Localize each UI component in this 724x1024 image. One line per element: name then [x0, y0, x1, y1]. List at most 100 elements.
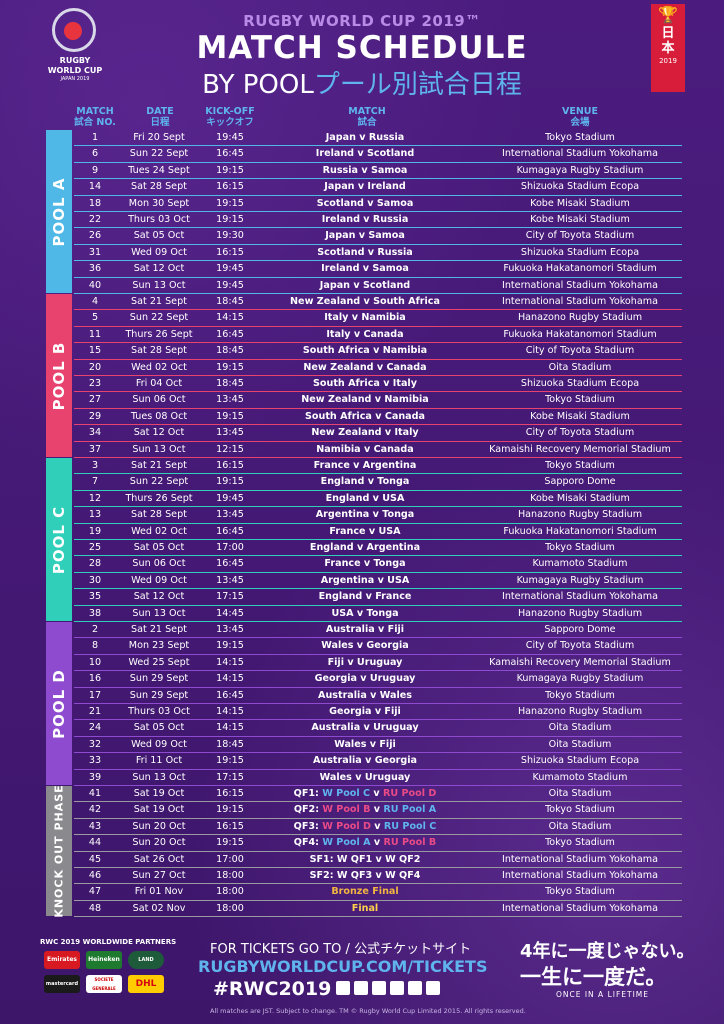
match-fixture: Argentina v Tonga	[315, 509, 415, 521]
kickoff-time: 19:15	[216, 164, 244, 176]
snapchat-icon[interactable]	[408, 981, 422, 995]
match-date: Sat 21 Sept	[131, 460, 187, 471]
match-date: Sat 21 Sept	[131, 296, 187, 307]
pool-label-pool-b: POOL B	[46, 294, 72, 457]
kickoff-time: 18:45	[216, 738, 244, 750]
instagram-icon[interactable]	[390, 981, 404, 995]
kickoff-time: 19:15	[216, 755, 244, 767]
match-fixture: Australia v Georgia	[312, 755, 418, 767]
table-row: 14 Sat 28 Sept 16:15 Japan v Ireland Shizuok…	[74, 179, 682, 196]
match-number: 21	[88, 706, 102, 717]
match-number: 41	[88, 788, 102, 799]
tickets-label: FOR TICKETS GO TO / 公式チケットサイト	[210, 942, 472, 957]
kickoff-time: 13:45	[216, 427, 244, 439]
match-number: 3	[91, 460, 99, 471]
match-number: 35	[88, 591, 102, 603]
tickets-url-link[interactable]: RUGBYWORLDCUP.COM/TICKETS	[198, 957, 488, 976]
kickoff-time: 17:00	[216, 542, 244, 553]
kickoff-time: 16:15	[216, 460, 244, 471]
fixture-part: RU Pool B	[383, 837, 437, 849]
match-number: 38	[88, 607, 102, 619]
fixture-part: W Pool A	[322, 837, 371, 849]
match-date: Sat 28 Sept	[131, 345, 187, 357]
table-row: 19 Wed 02 Oct 16:45 France v USA Fukuoka Hak…	[74, 524, 682, 540]
fixture-part: SF2: W QF3 v W QF4	[309, 870, 421, 881]
match-venue: Kobe Misaki Stadium	[530, 197, 630, 209]
match-date: Sun 22 Sept	[129, 312, 189, 324]
table-row: 9 Tues 24 Sept 19:15 Russia v Samoa Kumagaya…	[74, 163, 682, 180]
pool-label-pool-d: POOL D	[46, 622, 72, 785]
match-fixture: Italy v Canada	[326, 328, 404, 340]
table-row: 26 Sat 05 Oct 19:30 Japan v Samoa City of To…	[74, 228, 682, 245]
kickoff-time: 16:45	[216, 689, 244, 701]
weibo-icon[interactable]	[426, 981, 440, 995]
match-fixture: New Zealand v Namibia	[301, 394, 429, 406]
match-venue: Tokyo Stadium	[545, 394, 615, 406]
table-row: 44 Sun 20 Oct 19:15 QF4: W Pool A v RU Pool…	[74, 835, 682, 852]
youtube-icon[interactable]	[372, 981, 386, 995]
kickoff-time: 19:15	[216, 837, 244, 849]
match-fixture: QF4: W Pool A v RU Pool B	[260, 835, 470, 850]
match-date: Sat 26 Oct	[133, 853, 185, 865]
match-fixture: Fiji v Uruguay	[327, 656, 403, 668]
kickoff-time: 14:15	[216, 673, 244, 685]
twitter-icon[interactable]	[354, 981, 368, 995]
match-fixture: England v France	[318, 591, 412, 603]
table-row: 12 Thurs 26 Sept 19:45 England v USA Kobe Mi…	[74, 491, 682, 508]
match-fixture: Ireland v Samoa	[321, 263, 409, 275]
copyright-text: All matches are JST. Subject to change. …	[210, 1007, 526, 1015]
table-row: 37 Sun 13 Oct 12:15 Namibia v Canada Kamaish…	[74, 442, 682, 458]
footer: RWC 2019 WORLDWIDE PARTNERS Emirates Hei…	[0, 935, 724, 1024]
kickoff-time: 19:45	[216, 492, 244, 504]
col-header-fixture: MATCH 試合	[348, 106, 386, 128]
partner-logo-mastercard: mastercard	[44, 975, 80, 993]
match-fixture: South Africa v Canada	[305, 410, 425, 422]
table-row: 28 Sun 06 Oct 16:45 France v Tonga Kumamoto …	[74, 556, 682, 573]
page-subtitle: BY POOLプール別試合日程	[202, 70, 522, 100]
table-row: 11 Thurs 26 Sept 16:45 Italy v Canada Fukuok…	[74, 327, 682, 344]
logo-subtext: JAPAN 2019	[60, 76, 90, 82]
match-date: Fri 20 Sept	[133, 132, 185, 143]
kickoff-time: 14:15	[216, 706, 244, 717]
match-fixture: QF3: W Pool D v RU Pool C	[260, 819, 470, 834]
match-fixture: France v USA	[329, 525, 401, 537]
match-number: 4	[91, 296, 99, 307]
table-row: 31 Wed 09 Oct 16:15 Scotland v Russia Shizuo…	[74, 245, 682, 262]
match-date: Sat 19 Oct	[133, 788, 185, 799]
match-venue: City of Toyota Stadium	[525, 427, 635, 439]
match-number: 23	[88, 378, 102, 389]
table-row: 45 Sat 26 Oct 17:00 SF1: W QF1 v W QF2 Inter…	[74, 852, 682, 868]
table-row: 35 Sat 12 Oct 17:15 England v France Interna…	[74, 589, 682, 606]
match-date: Sun 22 Sept	[129, 476, 189, 488]
match-fixture: Wales v Georgia	[321, 640, 409, 652]
match-date: Mon 23 Sept	[128, 640, 190, 652]
table-row: 40 Sun 13 Oct 19:45 Japan v Scotland Interna…	[74, 278, 682, 294]
match-fixture: Italy v Namibia	[324, 312, 406, 324]
col-header-match: MATCH 試合 NO.	[74, 106, 116, 128]
partner-logo-emirates: Emirates	[44, 951, 80, 969]
partner-logo-landrover: LAND ROVER	[128, 951, 164, 981]
slogan-line1: 4年に一度じゃない。	[520, 941, 695, 962]
match-date: Sat 19 Oct	[133, 804, 185, 816]
match-venue: International Stadium Yokohama	[502, 902, 658, 914]
match-number: 31	[88, 246, 102, 258]
match-number: 6	[91, 148, 99, 160]
match-fixture: Namibia v Canada	[316, 443, 414, 455]
match-venue: Oita Stadium	[548, 738, 612, 750]
table-row: 4 Sat 21 Sept 18:45 New Zealand v South Afr…	[74, 294, 682, 311]
match-fixture: Japan v Samoa	[325, 230, 405, 242]
table-row: 20 Wed 02 Oct 19:15 New Zealand v Canada Oit…	[74, 360, 682, 376]
slogan-tagline: ONCE IN A LIFETIME	[555, 990, 650, 999]
match-fixture: France v Tonga	[324, 558, 406, 570]
match-fixture: Georgia v Fiji	[329, 706, 401, 717]
match-number: 14	[88, 181, 102, 193]
kickoff-time: 19:45	[216, 132, 244, 143]
kickoff-time: 13:45	[216, 394, 244, 406]
supertitle: RUGBY WORLD CUP 2019™	[243, 12, 481, 30]
facebook-icon[interactable]	[336, 981, 350, 995]
match-number: 33	[88, 755, 102, 767]
match-date: Wed 25 Sept	[128, 656, 190, 668]
match-number: 40	[88, 279, 102, 291]
table-row: 16 Sun 29 Sept 14:15 Georgia v Uruguay Kumag…	[74, 671, 682, 688]
table-row: 46 Sun 27 Oct 18:00 SF2: W QF3 v W QF4 Inter…	[74, 868, 682, 885]
